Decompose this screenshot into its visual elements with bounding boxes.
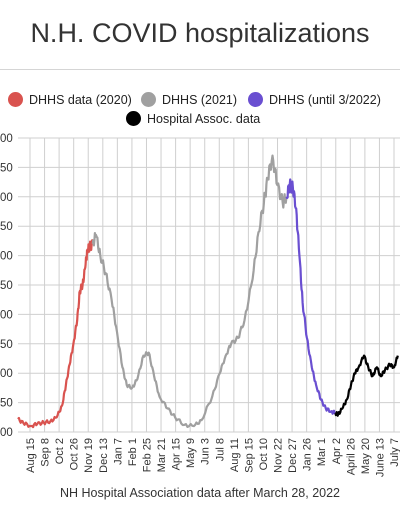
legend-dot-red-icon — [8, 92, 23, 107]
x-tick-label: Oct 26 — [69, 438, 81, 470]
y-tick-label: 00 — [0, 368, 13, 380]
x-tick-label: Sep 15 — [243, 438, 255, 473]
x-tick-label: Dec 27 — [287, 438, 299, 473]
x-tick-label: Jun 3 — [200, 438, 212, 465]
x-tick-label: Oct 2 — [54, 438, 66, 464]
legend-dot-gray-icon — [141, 92, 156, 107]
y-tick-label: 50 — [0, 339, 13, 351]
legend-label: Hospital Assoc. data — [147, 111, 261, 126]
legend-item-hospital-assoc[interactable]: Hospital Assoc. data — [126, 111, 260, 126]
x-tick-label: Nov 22 — [273, 438, 285, 473]
legend-label: DHHS data (2020) — [29, 92, 132, 107]
x-tick-label: Oct 10 — [258, 438, 270, 470]
x-tick-label: Nov 19 — [83, 438, 95, 473]
series-line-1 — [17, 239, 94, 429]
x-tick-label: Feb 25 — [141, 438, 153, 472]
y-axis-tick-labels: 00 50 00 50 00 50 00 50 00 50 00 — [0, 133, 13, 439]
legend-item-dhhs-2021[interactable]: DHHS (2021) — [141, 92, 237, 107]
x-tick-label: Sep 8 — [40, 438, 52, 467]
x-tick-label: Jan 7 — [112, 438, 124, 465]
x-tick-label: May 20 — [360, 438, 372, 474]
x-tick-label: Dec 13 — [98, 438, 110, 473]
x-tick-label: April 26 — [345, 438, 357, 475]
y-tick-label: 00 — [0, 133, 13, 145]
x-tick-label: May 9 — [185, 438, 197, 468]
chart-series — [17, 154, 399, 429]
y-tick-label: 50 — [0, 398, 13, 410]
y-tick-label: 50 — [0, 221, 13, 233]
y-tick-label: 50 — [0, 280, 13, 292]
series-line-4 — [334, 354, 399, 417]
y-tick-label: 00 — [0, 251, 13, 263]
y-tick-label: 00 — [0, 192, 13, 204]
x-tick-label: Apr 2 — [331, 438, 343, 464]
title-divider — [0, 69, 400, 70]
x-tick-label: Aug 11 — [229, 438, 241, 472]
y-tick-label: 00 — [0, 309, 13, 321]
legend-label: DHHS (until 3/2022) — [269, 92, 381, 107]
legend-dot-purple-icon — [248, 92, 263, 107]
footer-note: NH Hospital Association data after March… — [59, 486, 340, 500]
chart-grid — [18, 137, 400, 433]
x-tick-label: Feb 1 — [127, 438, 139, 466]
x-tick-label: Aug 15 — [25, 438, 37, 473]
x-tick-label: July 7 — [389, 438, 400, 467]
x-tick-label: Mar 1 — [316, 438, 328, 466]
x-tick-label: Jan 26 — [302, 438, 314, 471]
x-tick-label: Apr 15 — [171, 438, 183, 470]
legend-label: DHHS (2021) — [162, 92, 238, 107]
y-tick-label: 50 — [0, 162, 13, 174]
x-tick-label: Mar 21 — [156, 438, 168, 472]
x-tick-label: June 13 — [374, 438, 386, 477]
series-line-3 — [285, 178, 336, 415]
series-line-2 — [91, 154, 288, 428]
y-tick-label: 00 — [0, 427, 13, 439]
page-title: N.H. COVID hospitalizations — [30, 18, 370, 48]
legend-item-dhhs-2020[interactable]: DHHS data (2020) — [8, 92, 132, 107]
legend-dot-black-icon — [126, 111, 141, 126]
x-tick-label: Jul 8 — [214, 438, 226, 461]
legend-item-dhhs-2022[interactable]: DHHS (until 3/2022) — [248, 92, 381, 107]
